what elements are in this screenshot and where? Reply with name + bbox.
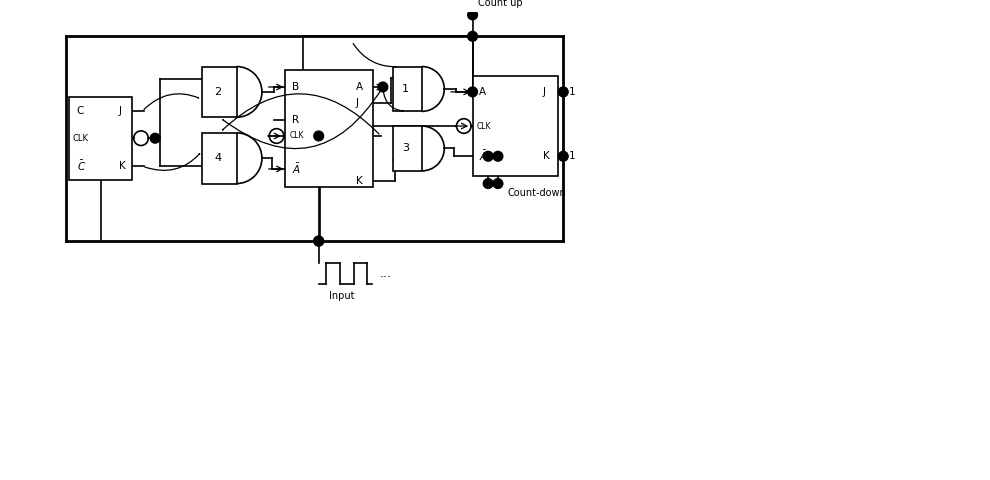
Text: 3: 3 bbox=[402, 144, 409, 154]
Circle shape bbox=[150, 133, 160, 143]
Text: J: J bbox=[543, 87, 545, 97]
Circle shape bbox=[558, 87, 568, 97]
FancyArrowPatch shape bbox=[353, 44, 396, 67]
Text: 1: 1 bbox=[402, 84, 409, 94]
Circle shape bbox=[314, 131, 324, 141]
FancyArrowPatch shape bbox=[223, 94, 379, 134]
Text: C: C bbox=[76, 107, 84, 116]
Bar bbox=[203, 67, 237, 117]
Text: Count up: Count up bbox=[478, 0, 523, 8]
Circle shape bbox=[467, 31, 477, 41]
Text: ...: ... bbox=[379, 267, 391, 280]
Text: R: R bbox=[292, 115, 299, 125]
Text: Count-down: Count-down bbox=[508, 188, 566, 198]
Text: B: B bbox=[292, 82, 299, 92]
Bar bbox=[472, 76, 558, 176]
Text: $\bar{A}$: $\bar{A}$ bbox=[292, 162, 301, 176]
FancyArrowPatch shape bbox=[144, 94, 199, 109]
Circle shape bbox=[483, 151, 493, 161]
Text: $\bar{C}$: $\bar{C}$ bbox=[76, 159, 86, 173]
Text: 2: 2 bbox=[214, 87, 221, 97]
Text: A: A bbox=[479, 87, 486, 97]
Text: Input: Input bbox=[330, 291, 354, 300]
Circle shape bbox=[467, 10, 477, 20]
Text: J: J bbox=[119, 107, 122, 116]
Text: 4: 4 bbox=[214, 153, 221, 163]
Text: CLK: CLK bbox=[289, 132, 304, 141]
Bar bbox=[285, 71, 373, 188]
Bar bbox=[203, 133, 237, 183]
FancyArrowPatch shape bbox=[223, 89, 381, 149]
Circle shape bbox=[467, 87, 477, 97]
FancyArrowPatch shape bbox=[383, 90, 403, 111]
Circle shape bbox=[378, 82, 388, 92]
Circle shape bbox=[558, 151, 568, 161]
Text: K: K bbox=[119, 161, 126, 171]
Text: J: J bbox=[355, 98, 358, 108]
FancyArrowPatch shape bbox=[145, 154, 200, 170]
Text: CLK: CLK bbox=[476, 121, 491, 131]
Text: A: A bbox=[355, 82, 362, 92]
Bar bbox=[393, 67, 422, 111]
Circle shape bbox=[314, 236, 324, 246]
Circle shape bbox=[493, 179, 503, 189]
Text: K: K bbox=[355, 176, 362, 186]
Text: CLK: CLK bbox=[72, 134, 89, 143]
Bar bbox=[393, 126, 422, 171]
Text: 1: 1 bbox=[569, 151, 576, 161]
Circle shape bbox=[314, 236, 324, 246]
Bar bbox=[69, 97, 133, 180]
Text: 1: 1 bbox=[569, 87, 576, 97]
Text: K: K bbox=[543, 151, 549, 161]
Circle shape bbox=[493, 151, 503, 161]
Circle shape bbox=[483, 179, 493, 189]
Text: $\bar{A}$: $\bar{A}$ bbox=[479, 149, 488, 163]
